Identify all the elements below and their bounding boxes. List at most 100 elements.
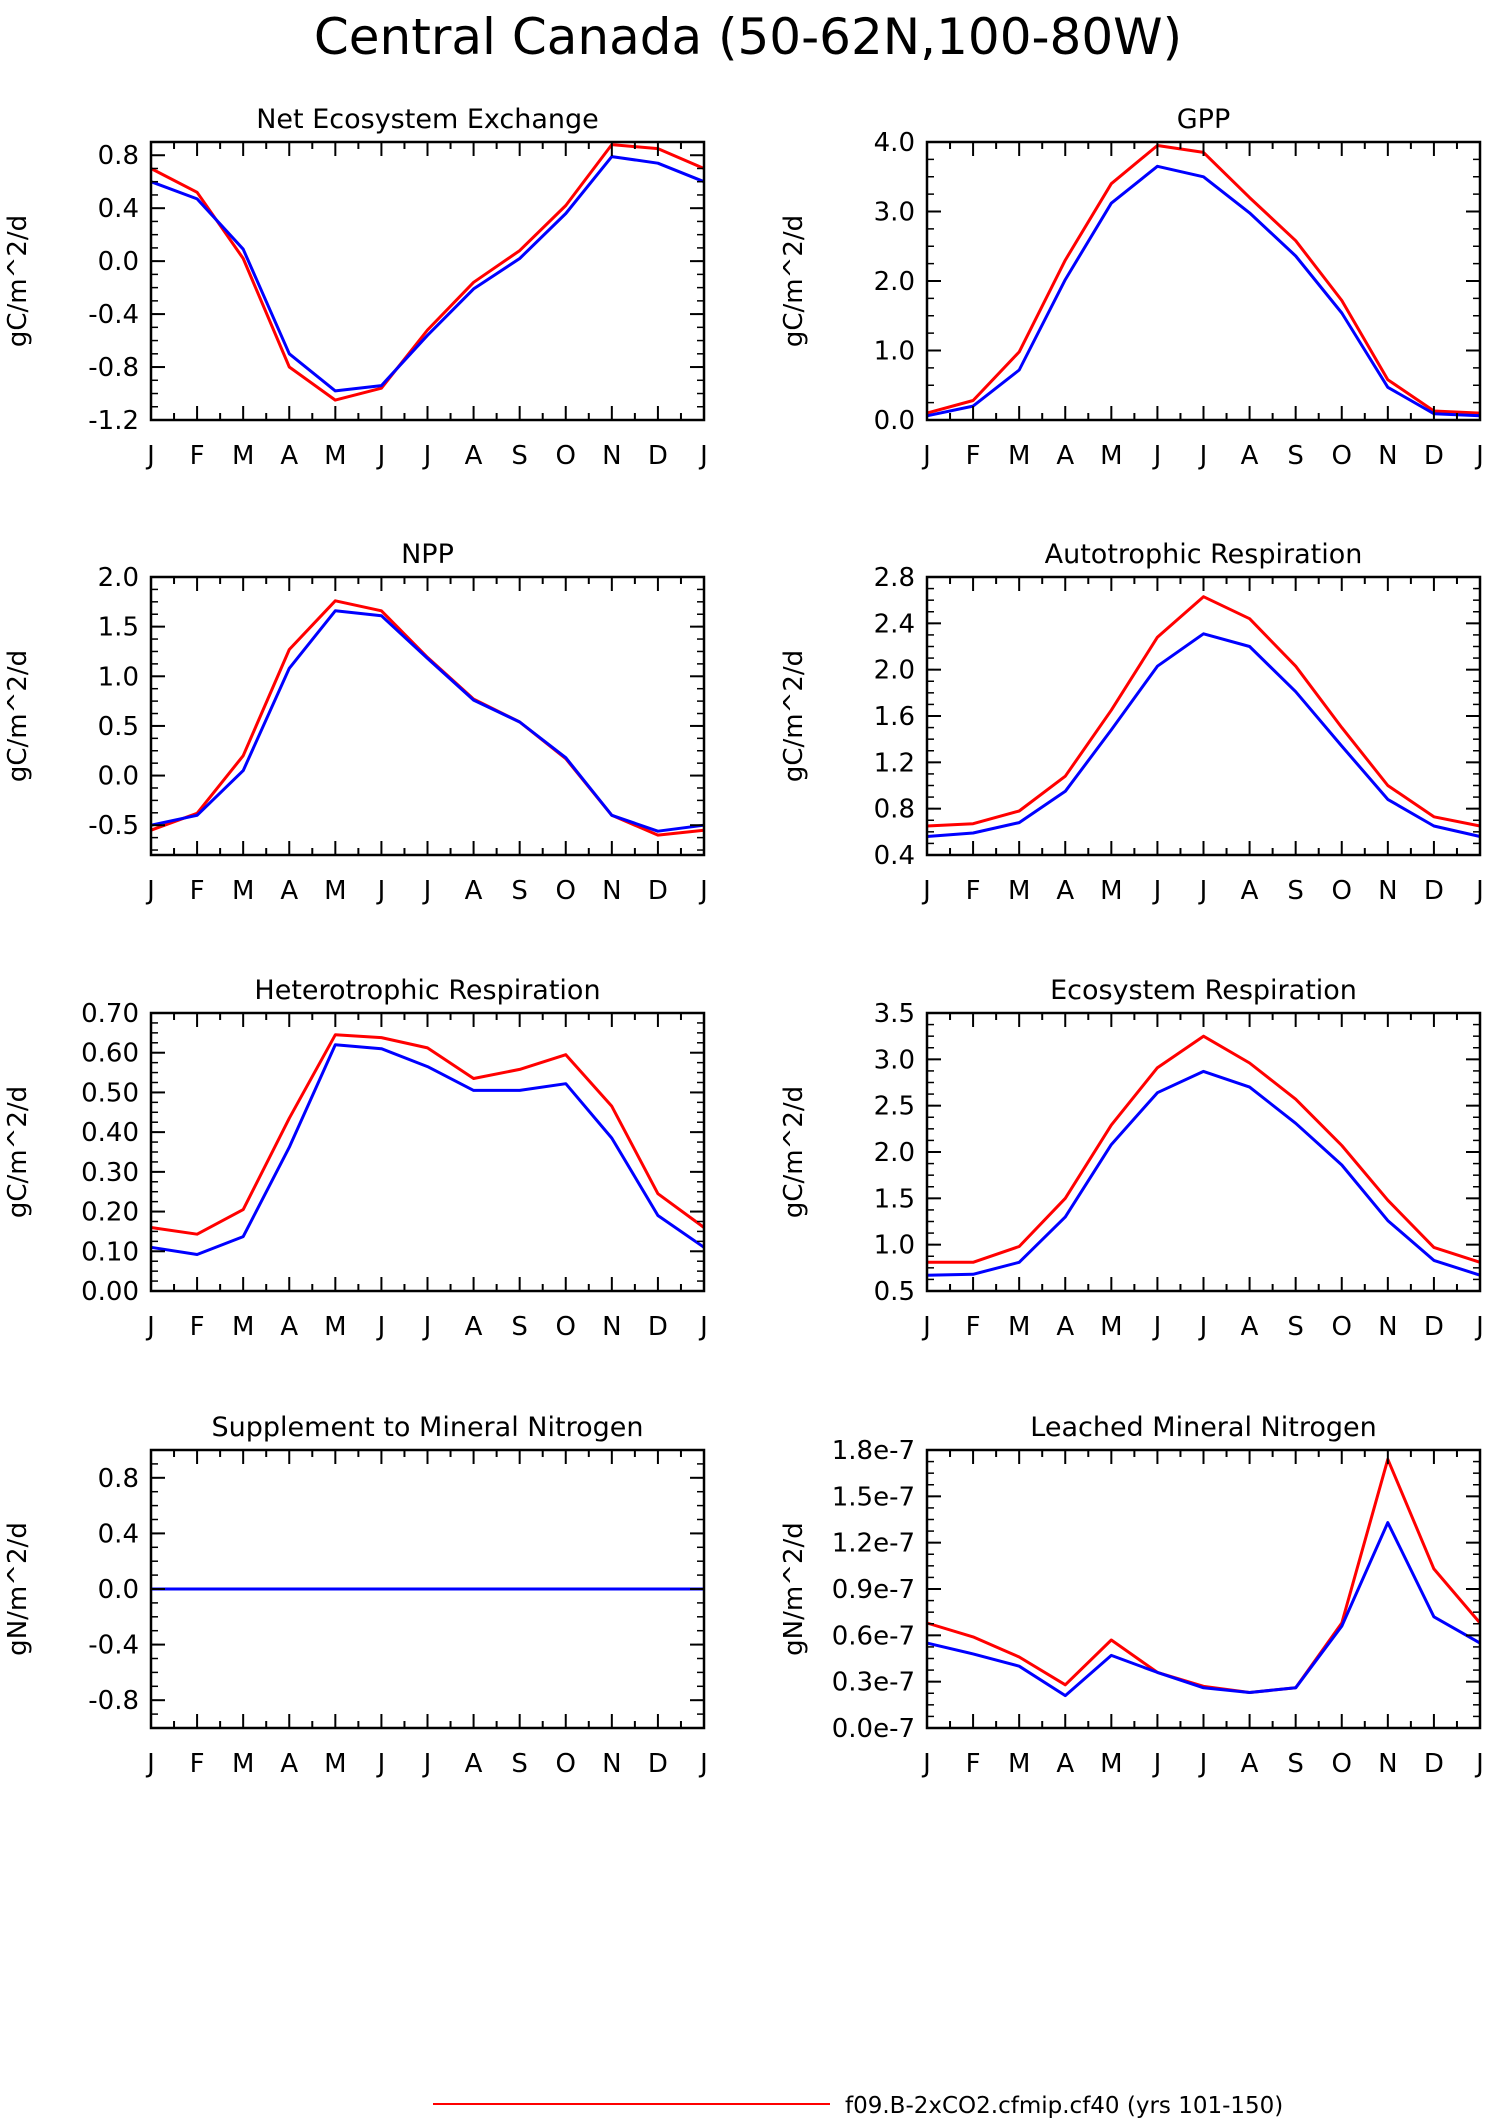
y-tick-label: 1.8e-7 bbox=[832, 1436, 915, 1466]
x-tick-label: J bbox=[145, 1749, 155, 1779]
x-tick-label: S bbox=[1287, 1749, 1304, 1779]
x-tick-label: O bbox=[1332, 441, 1352, 471]
x-tick-label: F bbox=[966, 1312, 981, 1342]
x-tick-label: M bbox=[324, 1312, 346, 1342]
y-tick-label: 2.5 bbox=[874, 1092, 915, 1122]
plot-frame bbox=[149, 575, 706, 857]
x-tick-label: D bbox=[648, 1749, 668, 1779]
y-axis-label: gC/m^2/d bbox=[3, 1086, 33, 1218]
series-line-1 bbox=[926, 1457, 1482, 1694]
y-tick-label: 2.0 bbox=[874, 267, 915, 297]
x-tick-label: O bbox=[556, 441, 576, 471]
x-tick-label: A bbox=[1241, 441, 1259, 471]
chart-title: Leached Mineral Nitrogen bbox=[1030, 1412, 1376, 1443]
x-tick-label: A bbox=[465, 1312, 483, 1342]
x-tick-label: J bbox=[376, 1749, 386, 1779]
y-tick-label: 0.4 bbox=[98, 194, 139, 224]
x-tick-label: A bbox=[1056, 1312, 1074, 1342]
y-tick-label: 1.5 bbox=[874, 1184, 915, 1214]
x-tick-label: N bbox=[602, 1312, 621, 1342]
x-tick-label: S bbox=[1287, 1312, 1304, 1342]
x-tick-label: J bbox=[376, 876, 386, 906]
y-tick-label: 3.0 bbox=[874, 198, 915, 228]
chart-title: Heterotrophic Respiration bbox=[254, 975, 600, 1006]
x-tick-label: J bbox=[376, 441, 386, 471]
x-tick-label: J bbox=[1152, 441, 1162, 471]
x-tick-label: F bbox=[190, 1312, 205, 1342]
x-tick-label: J bbox=[1198, 1312, 1208, 1342]
x-tick-label: J bbox=[1198, 441, 1208, 471]
x-tick-label: M bbox=[1100, 876, 1122, 906]
y-tick-label: 0.00 bbox=[81, 1277, 139, 1307]
series-line-2 bbox=[926, 1069, 1481, 1277]
x-tick-label: S bbox=[511, 1312, 528, 1342]
x-tick-label: F bbox=[190, 1749, 205, 1779]
y-tick-label: 1.0 bbox=[98, 662, 139, 692]
legend: f09.B-2xCO2.cfmip.cf40 (yrs 101-150) bbox=[433, 2093, 1283, 2119]
x-tick-label: J bbox=[1474, 1312, 1484, 1342]
x-tick-label: D bbox=[1424, 1312, 1444, 1342]
series-line-2 bbox=[150, 155, 705, 393]
x-tick-label: M bbox=[1008, 876, 1030, 906]
y-tick-label: 0.6e-7 bbox=[832, 1621, 915, 1651]
y-tick-label: 0.30 bbox=[81, 1158, 139, 1188]
series-line-1 bbox=[927, 1034, 1481, 1264]
y-axis-label: gC/m^2/d bbox=[779, 650, 809, 782]
y-tick-label: -0.4 bbox=[88, 300, 139, 330]
y-tick-label: 0.50 bbox=[81, 1078, 139, 1108]
y-tick-label: 0.20 bbox=[81, 1198, 139, 1228]
x-tick-label: M bbox=[324, 1749, 346, 1779]
y-tick-label: 0.0 bbox=[874, 406, 915, 436]
series-line-2 bbox=[150, 1043, 705, 1256]
y-tick-label: 0.9e-7 bbox=[832, 1575, 915, 1605]
y-tick-label: 1.6 bbox=[874, 702, 915, 732]
y-tick-label: -0.8 bbox=[88, 353, 139, 383]
x-tick-label: A bbox=[280, 1312, 298, 1342]
x-tick-label: J bbox=[422, 876, 432, 906]
chart-title: Net Ecosystem Exchange bbox=[256, 104, 599, 135]
x-tick-label: A bbox=[1241, 876, 1259, 906]
y-tick-label: -0.4 bbox=[88, 1631, 139, 1661]
x-tick-label: M bbox=[232, 1312, 254, 1342]
x-tick-label: J bbox=[921, 1749, 931, 1779]
x-tick-label: M bbox=[1100, 1749, 1122, 1779]
x-tick-label: M bbox=[1100, 1312, 1122, 1342]
x-tick-label: M bbox=[232, 876, 254, 906]
x-tick-label: A bbox=[1056, 441, 1074, 471]
x-tick-label: M bbox=[1008, 1312, 1030, 1342]
x-tick-label: F bbox=[190, 876, 205, 906]
x-tick-label: S bbox=[511, 1749, 528, 1779]
x-tick-label: S bbox=[511, 441, 528, 471]
x-tick-label: J bbox=[698, 441, 708, 471]
series-line-2 bbox=[926, 164, 1481, 418]
y-tick-label: 1.5e-7 bbox=[832, 1482, 915, 1512]
x-tick-label: A bbox=[280, 441, 298, 471]
y-tick-label: 0.4 bbox=[98, 1519, 139, 1549]
y-tick-label: 2.4 bbox=[874, 609, 915, 639]
y-tick-label: 0.5 bbox=[874, 1277, 915, 1307]
x-tick-label: O bbox=[1332, 1312, 1352, 1342]
y-tick-label: 0.8 bbox=[98, 1464, 139, 1494]
chart-panel-7: Supplement to Mineral Nitrogen gN/m^2/d J F… bbox=[3, 1412, 708, 1779]
y-tick-label: 1.2e-7 bbox=[832, 1529, 915, 1559]
x-tick-label: N bbox=[1378, 1749, 1397, 1779]
x-tick-label: S bbox=[511, 876, 528, 906]
x-tick-label: D bbox=[648, 441, 668, 471]
y-axis-label: gC/m^2/d bbox=[779, 215, 809, 347]
y-tick-label: -0.8 bbox=[88, 1686, 139, 1716]
y-tick-label: -1.2 bbox=[88, 406, 139, 436]
x-tick-label: J bbox=[1198, 876, 1208, 906]
x-tick-label: A bbox=[465, 1749, 483, 1779]
x-tick-label: M bbox=[1008, 441, 1030, 471]
x-tick-label: D bbox=[1424, 1749, 1444, 1779]
x-tick-label: J bbox=[145, 1312, 155, 1342]
x-tick-label: A bbox=[280, 876, 298, 906]
x-tick-label: A bbox=[465, 876, 483, 906]
y-tick-label: 2.0 bbox=[874, 1138, 915, 1168]
y-tick-label: 2.0 bbox=[874, 656, 915, 686]
